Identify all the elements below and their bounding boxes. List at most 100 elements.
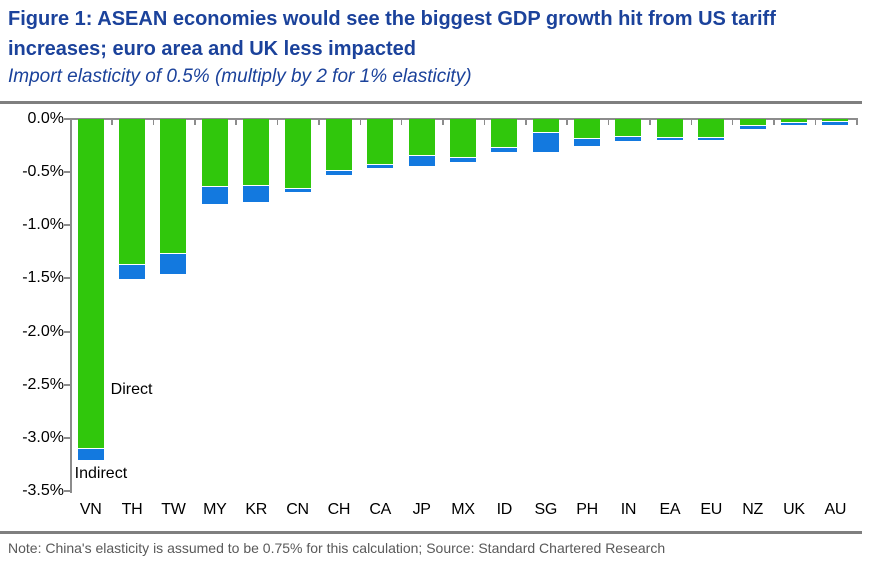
bar-KR-indirect-segment — [243, 184, 270, 202]
x-axis-category-label: NZ — [742, 501, 763, 518]
x-axis-category-label: KR — [245, 501, 267, 518]
x-axis-category-label: PH — [576, 501, 598, 518]
x-axis-category-label: AU — [824, 501, 847, 518]
x-axis-tick — [856, 120, 858, 125]
bar-NZ-indirect-segment — [739, 125, 766, 129]
bar-MX-indirect-segment — [450, 157, 476, 162]
x-axis-category-label: IN — [620, 501, 637, 518]
bar-ID-direct-segment — [491, 119, 518, 147]
y-axis-tick — [64, 330, 70, 333]
bar-CA-direct-segment — [367, 119, 394, 164]
x-axis-tick — [359, 120, 362, 125]
bar-SG-direct-segment — [532, 119, 559, 132]
y-axis-tick-label: -1.5% — [22, 269, 64, 287]
bar-MY-direct-segment — [201, 119, 228, 186]
bar-VN-indirect-segment — [77, 448, 104, 461]
bar-TW-indirect-segment — [160, 252, 187, 275]
x-axis-category-label: UK — [783, 501, 805, 518]
bar-AU-direct-segment — [822, 119, 849, 122]
x-axis-tick — [731, 120, 734, 125]
bar-EA-indirect-segment — [656, 137, 683, 141]
annotation-direct: Direct — [110, 381, 153, 398]
bar-JP-direct-segment — [408, 119, 435, 156]
bar-EU-direct-segment — [698, 119, 725, 138]
x-axis-tick — [442, 120, 444, 125]
bar-EU-indirect-segment — [698, 137, 725, 141]
x-axis-tick — [483, 120, 486, 125]
bar-AU-indirect-segment — [822, 121, 849, 126]
y-axis-tick — [64, 436, 70, 439]
bar-NZ-direct-segment — [739, 119, 766, 126]
x-axis-tick — [773, 120, 775, 125]
bar-TH-direct-segment — [119, 119, 146, 264]
bar-TH-indirect-segment — [119, 263, 146, 280]
y-axis-tick-label: -0.5% — [22, 163, 64, 181]
figure-title: Figure 1: ASEAN economies would see the … — [8, 8, 776, 60]
bar-CH-indirect-segment — [325, 170, 352, 176]
y-axis-tick-label: -2.5% — [22, 375, 64, 393]
y-axis-tick — [64, 224, 70, 227]
bar-PH-indirect-segment — [574, 138, 601, 146]
bar-TW-direct-segment — [160, 119, 187, 253]
y-axis-tick-label: -3.5% — [22, 482, 64, 499]
y-axis-tick-label: -3.0% — [22, 428, 64, 446]
bar-CA-indirect-segment — [367, 163, 394, 168]
x-axis-tick — [194, 120, 196, 125]
x-axis-category-label: MX — [451, 501, 475, 518]
x-axis-category-label: MY — [203, 501, 227, 518]
bar-MY-indirect-segment — [201, 185, 228, 205]
y-axis-tick — [64, 490, 70, 492]
x-axis-category-label: CN — [286, 501, 309, 518]
x-axis-category-label: TW — [161, 501, 186, 518]
bar-JP-indirect-segment — [408, 155, 435, 166]
bar-CN-direct-segment — [284, 119, 311, 189]
x-axis-tick — [566, 120, 568, 125]
x-axis-tick — [649, 120, 651, 125]
x-axis-tick — [70, 120, 72, 125]
x-axis-category-label: JP — [412, 501, 431, 518]
y-axis-tick-label: -2.0% — [22, 322, 64, 340]
x-axis-category-label: SG — [534, 501, 557, 518]
footer-divider — [0, 531, 862, 534]
y-axis-tick — [64, 118, 70, 120]
annotation-indirect: Indirect — [74, 465, 128, 482]
x-axis-category-label: CA — [369, 501, 392, 518]
figure-subtitle: Import elasticity of 0.5% (multiply by 2… — [8, 66, 472, 87]
x-axis-tick — [318, 120, 320, 125]
bar-IN-direct-segment — [615, 119, 642, 136]
x-axis-tick — [152, 120, 155, 125]
header-divider — [0, 101, 862, 104]
x-axis-tick — [111, 120, 113, 125]
x-axis-tick — [276, 120, 279, 125]
x-axis-tick — [400, 120, 403, 125]
bar-CN-indirect-segment — [284, 188, 311, 193]
bar-UK-indirect-segment — [780, 122, 807, 126]
x-axis-category-label: EA — [659, 501, 681, 518]
x-axis-tick — [607, 120, 610, 125]
x-axis-category-label: VN — [79, 501, 102, 518]
y-axis-tick-label: -1.0% — [22, 216, 64, 234]
x-axis-category-label: CH — [327, 501, 351, 518]
bar-VN-direct-segment — [77, 119, 104, 449]
y-axis-tick — [64, 383, 70, 386]
bar-MX-direct-segment — [450, 119, 476, 158]
y-axis-tick-label: 0.0% — [27, 110, 64, 127]
bar-EA-direct-segment — [656, 119, 683, 138]
y-axis-tick — [64, 277, 70, 280]
bar-ID-indirect-segment — [491, 146, 518, 152]
y-axis-line — [70, 118, 72, 493]
bar-PH-direct-segment — [574, 119, 601, 139]
x-axis-category-label: TH — [121, 501, 143, 518]
bar-CH-direct-segment — [325, 119, 352, 171]
x-axis-tick — [525, 120, 527, 125]
x-axis-tick — [690, 120, 693, 125]
bar-KR-direct-segment — [243, 119, 270, 185]
source-note: Note: China's elasticity is assumed to b… — [8, 540, 666, 556]
bar-SG-indirect-segment — [532, 131, 559, 152]
bar-UK-direct-segment — [780, 119, 807, 123]
x-axis-tick — [235, 120, 237, 125]
x-axis-category-label: EU — [700, 501, 723, 518]
bar-IN-indirect-segment — [615, 136, 642, 142]
